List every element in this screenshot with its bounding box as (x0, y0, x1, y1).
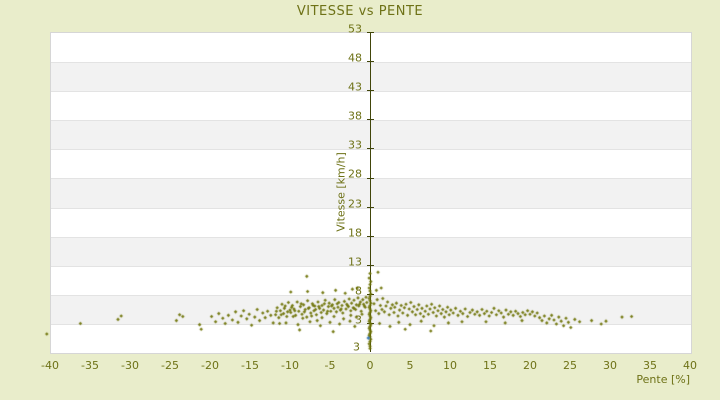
scatter-points-canvas (0, 0, 720, 400)
chart: { "colors": { "background": "#e9edcb", "… (0, 0, 720, 400)
